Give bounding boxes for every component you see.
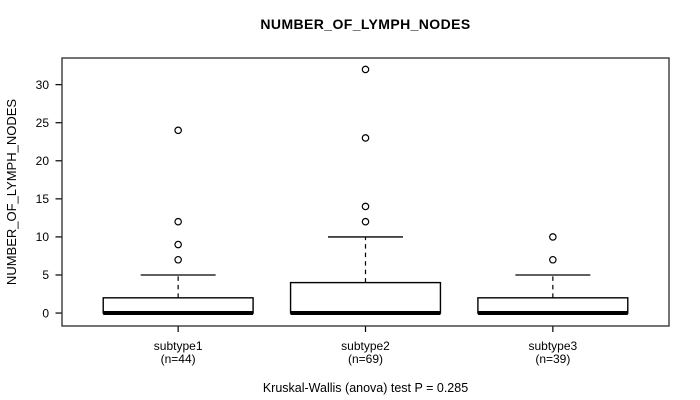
outlier-point bbox=[361, 65, 370, 74]
y-tick-label: 25 bbox=[36, 116, 50, 130]
outlier-point bbox=[361, 217, 370, 226]
y-tick-label: 5 bbox=[42, 268, 49, 282]
boxplot-box bbox=[102, 297, 254, 314]
outlier-point bbox=[549, 233, 557, 241]
group-label: subtype3 bbox=[528, 339, 577, 353]
y-tick-label: 30 bbox=[36, 78, 50, 92]
footer-annotation: Kruskal-Wallis (anova) test P = 0.285 bbox=[263, 381, 468, 395]
outlier-point bbox=[174, 255, 182, 264]
y-axis-title: NUMBER_OF_LYMPH_NODES bbox=[4, 99, 19, 285]
outlier-point bbox=[361, 134, 370, 142]
group-n-label: (n=44) bbox=[161, 352, 196, 366]
group-n-label: (n=69) bbox=[348, 352, 383, 366]
outlier-point bbox=[174, 126, 182, 135]
y-tick-label: 15 bbox=[36, 192, 50, 206]
outlier-point bbox=[361, 202, 370, 211]
outlier-point bbox=[174, 217, 182, 226]
plot-frame bbox=[61, 57, 670, 327]
outlier-point bbox=[549, 255, 557, 264]
group-label: subtype1 bbox=[154, 339, 203, 353]
outlier-point bbox=[174, 240, 182, 249]
chart-title: NUMBER_OF_LYMPH_NODES bbox=[260, 16, 470, 32]
boxplot-box bbox=[289, 281, 442, 314]
y-tick-label: 10 bbox=[36, 230, 50, 244]
boxplot-box bbox=[477, 297, 629, 314]
plot-layer: 0 5 10 15 20 25 30 subtype1(n=44) subtype2(n=69)… bbox=[36, 65, 629, 366]
y-tick-label: 20 bbox=[36, 154, 50, 168]
y-tick-label: 0 bbox=[42, 306, 49, 320]
group-label: subtype2 bbox=[341, 339, 390, 353]
group-n-label: (n=39) bbox=[535, 352, 570, 366]
